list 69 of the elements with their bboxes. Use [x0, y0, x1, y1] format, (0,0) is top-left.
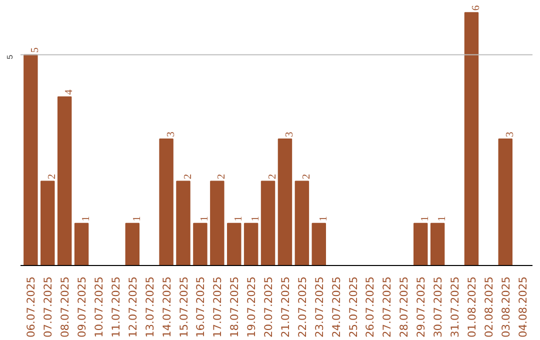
bar: [464, 12, 479, 266]
data-label: 1: [200, 216, 211, 222]
data-label: 3: [284, 132, 296, 138]
bar: [244, 222, 258, 266]
ref-line-label: 5: [6, 54, 14, 60]
x-tick-label: 24.07.2025: [330, 276, 343, 338]
data-label: 2: [216, 174, 228, 180]
bar: [260, 180, 276, 266]
data-label: 2: [301, 174, 312, 180]
bar: [294, 180, 310, 266]
x-tick-label: 06.07.2025: [24, 276, 38, 338]
x-tick-label: 25.07.2025: [346, 276, 360, 338]
x-tick-label: 31.07.2025: [448, 276, 462, 338]
data-label: 1: [420, 216, 432, 222]
x-tick-label: 13.07.2025: [143, 276, 156, 338]
bar: [430, 222, 445, 266]
bar: [176, 180, 190, 266]
x-tick-label: 21.07.2025: [278, 276, 292, 338]
x-tick-label: 19.07.2025: [245, 276, 258, 338]
data-label: 1: [234, 216, 245, 222]
bar: [125, 222, 140, 266]
bar: [24, 54, 38, 266]
bar: [227, 222, 242, 266]
data-label: 6: [470, 4, 482, 11]
data-label: 3: [166, 132, 177, 138]
data-label: 3: [504, 132, 516, 138]
x-tick-label: 08.07.2025: [58, 276, 72, 338]
x-tick-label: 12.07.2025: [126, 276, 140, 338]
x-tick-label: 29.07.2025: [414, 276, 428, 338]
bar: [74, 222, 89, 266]
x-tick-label: 02.08.2025: [482, 276, 496, 338]
x-tick-label: 23.07.2025: [312, 276, 326, 338]
bar: [413, 222, 428, 266]
x-tick-label: 15.07.2025: [177, 276, 190, 338]
x-tick-label: 09.07.2025: [76, 276, 89, 338]
x-tick-label: 28.07.2025: [398, 276, 411, 338]
data-label: 5: [30, 47, 42, 53]
bar: [312, 222, 326, 266]
bar: [278, 138, 292, 266]
x-tick-label: 17.07.2025: [211, 276, 224, 338]
x-tick-label: 01.08.2025: [465, 276, 478, 338]
data-label: 1: [437, 216, 448, 222]
x-tick-label: 30.07.2025: [432, 276, 445, 338]
x-tick-label: 26.07.2025: [364, 276, 377, 338]
x-tick-label: 14.07.2025: [160, 276, 174, 338]
bar: [40, 180, 55, 266]
data-label: 2: [268, 174, 279, 180]
bar: [210, 180, 224, 266]
bar: [498, 138, 512, 266]
data-label: 1: [250, 216, 262, 222]
bar: [57, 96, 72, 266]
data-label: 4: [64, 88, 76, 95]
x-tick-label: 04.08.2025: [516, 276, 530, 338]
x-tick-label: 18.07.2025: [228, 276, 242, 338]
bar: [193, 222, 208, 266]
x-tick-label: 22.07.2025: [296, 276, 309, 338]
x-tick-label: 11.07.2025: [109, 276, 122, 338]
x-tick-label: 10.07.2025: [92, 276, 106, 338]
data-label: 1: [81, 216, 92, 222]
data-label: 1: [318, 216, 330, 222]
x-tick-label: 16.07.2025: [194, 276, 208, 338]
x-tick-label: 07.07.2025: [42, 276, 55, 338]
x-tick-label: 03.08.2025: [499, 276, 512, 338]
x-tick-label: 27.07.2025: [380, 276, 394, 338]
data-label: 2: [182, 174, 194, 180]
bar: [159, 138, 174, 266]
data-label: 1: [132, 216, 143, 222]
x-tick-label: 20.07.2025: [262, 276, 276, 338]
data-label: 2: [47, 174, 58, 180]
